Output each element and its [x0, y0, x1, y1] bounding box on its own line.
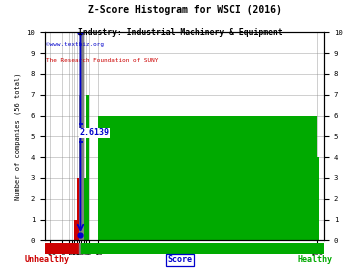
- Text: The Research Foundation of SUNY: The Research Foundation of SUNY: [46, 58, 159, 63]
- Text: Score: Score: [167, 255, 193, 264]
- Text: 2.6139: 2.6139: [79, 128, 109, 137]
- Title: Z-Score Histogram for WSCI (2016): Z-Score Histogram for WSCI (2016): [87, 5, 282, 15]
- Bar: [79, 243, 81, 254]
- Bar: [79, 95, 81, 240]
- Bar: [84, 178, 86, 240]
- Bar: [81, 32, 84, 240]
- Y-axis label: Number of companies (56 total): Number of companies (56 total): [14, 73, 21, 200]
- Bar: [77, 178, 79, 240]
- Bar: [98, 116, 317, 240]
- Bar: [45, 243, 79, 254]
- Bar: [74, 220, 77, 240]
- Text: Healthy: Healthy: [297, 255, 333, 264]
- Text: Industry: Industrial Machinery & Equipment: Industry: Industrial Machinery & Equipme…: [78, 28, 282, 37]
- Bar: [81, 243, 324, 254]
- Text: ©www.textbiz.org: ©www.textbiz.org: [46, 42, 104, 47]
- Text: Unhealthy: Unhealthy: [24, 255, 69, 264]
- Bar: [86, 95, 89, 240]
- Bar: [317, 157, 319, 240]
